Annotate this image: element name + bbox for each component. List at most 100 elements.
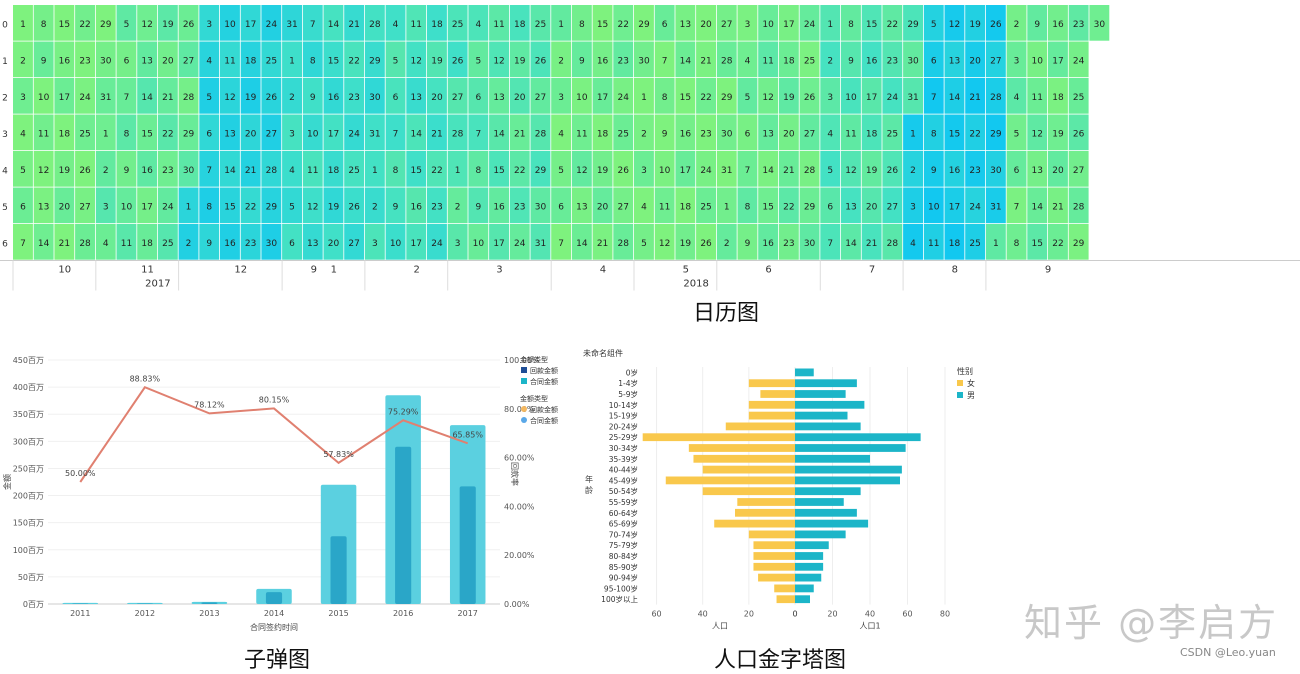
- calendar-day-label: 27: [887, 202, 898, 212]
- calendar-day-label: 15: [328, 56, 339, 66]
- calendar-day-label: 25: [79, 129, 90, 139]
- calendar-day-label: 22: [618, 20, 629, 30]
- calendar-cell: [282, 5, 302, 41]
- calendar-cell: [282, 224, 302, 260]
- calendar-cell: [157, 224, 178, 260]
- calendar-day-label: 17: [866, 93, 877, 103]
- calendar-day-label: 29: [183, 129, 195, 139]
- calendar-day-label: 17: [141, 202, 152, 212]
- calendar-cell: [696, 187, 716, 224]
- calendar-cell: [75, 187, 95, 224]
- calendar-cell: [116, 78, 137, 114]
- calendar-day-label: 25: [969, 239, 980, 249]
- calendar-cell: [282, 41, 302, 78]
- calendar-cell: [758, 151, 779, 187]
- calendar-cell: [240, 114, 261, 151]
- calendar-cell: [613, 151, 634, 187]
- calendar-cell: [696, 41, 716, 78]
- calendar-day-label: 12: [1032, 129, 1043, 139]
- calendar-cell: [240, 187, 261, 224]
- calendar-day-label: 11: [38, 129, 49, 139]
- bar-male: [795, 595, 810, 604]
- calendar-day-label: 1: [372, 166, 378, 176]
- calendar-day-label: 31: [990, 202, 1001, 212]
- calendar-day-label: 22: [162, 129, 173, 139]
- calendar-cell: [261, 5, 282, 41]
- bar-payment: [459, 486, 476, 604]
- calendar-day-label: 6: [206, 129, 212, 139]
- calendar-cell: [75, 78, 95, 114]
- calendar-cell: [551, 41, 572, 78]
- calendar-day-label: 14: [493, 129, 505, 139]
- calendar-day-label: 28: [887, 239, 899, 249]
- bar-female: [776, 595, 795, 604]
- calendar-cell: [861, 187, 882, 224]
- calendar-day-label: 16: [762, 239, 774, 249]
- calendar-day-label: 10: [121, 202, 133, 212]
- calendar-day-label: 24: [1073, 56, 1085, 66]
- calendar-day-label: 30: [369, 93, 381, 103]
- calendar-cell: [965, 114, 986, 151]
- calendar-day-label: 29: [804, 202, 816, 212]
- calendar-day-label: 29: [990, 129, 1002, 139]
- calendar-day-label: 15: [1032, 239, 1043, 249]
- calendar-cell: [261, 41, 282, 78]
- calendar-day-label: 7: [662, 56, 668, 66]
- calendar-cell: [861, 78, 882, 114]
- calendar-day-label: 22: [431, 166, 442, 176]
- calendar-caption: 日历图: [693, 301, 760, 326]
- calendar-day-label: 18: [680, 202, 692, 212]
- y-tick-label: 50百万: [18, 573, 44, 582]
- calendar-day-label: 18: [514, 20, 526, 30]
- calendar-cell: [199, 78, 220, 114]
- calendar-day-label: 24: [618, 93, 630, 103]
- calendar-day-label: 7: [931, 93, 937, 103]
- calendar-cell: [634, 41, 654, 78]
- calendar-cell: [530, 187, 551, 224]
- y-tick-label: 400百万: [13, 383, 44, 392]
- calendar-day-label: 24: [79, 93, 91, 103]
- calendar-cell: [1048, 224, 1068, 260]
- calendar-day-label: 15: [680, 93, 691, 103]
- calendar-day-label: 29: [638, 20, 650, 30]
- calendar-cell: [220, 41, 240, 78]
- calendar-day-label: 18: [328, 166, 340, 176]
- calendar-day-label: 16: [141, 166, 153, 176]
- calendar-day-label: 5: [206, 93, 212, 103]
- calendar-day-label: 22: [245, 202, 256, 212]
- calendar-cell: [799, 78, 820, 114]
- calendar-day-label: 17: [245, 20, 256, 30]
- calendar-cell: [13, 5, 33, 41]
- calendar-day-label: 9: [1034, 20, 1040, 30]
- calendar-day-label: 6: [745, 129, 751, 139]
- calendar-day-label: 27: [535, 93, 546, 103]
- calendar-day-label: 28: [990, 93, 1002, 103]
- calendar-cell: [696, 5, 716, 41]
- calendar-day-label: 17: [949, 202, 960, 212]
- calendar-cell: [592, 114, 613, 151]
- bar-male: [795, 541, 829, 550]
- calendar-cell: [199, 41, 220, 78]
- calendar-day-label: 4: [206, 56, 212, 66]
- calendar-day-label: 10: [659, 166, 671, 176]
- bar-female: [753, 541, 795, 550]
- calendar-cell: [344, 5, 365, 41]
- bar-female: [737, 498, 795, 506]
- calendar-day-label: 14: [845, 239, 857, 249]
- calendar-day-label: 13: [680, 20, 691, 30]
- age-label: 85-90岁: [609, 562, 638, 572]
- calendar-day-label: 18: [431, 20, 443, 30]
- y-tick-label: 250百万: [13, 464, 44, 473]
- calendar-day-label: 26: [535, 56, 547, 66]
- weekday-label: 5: [2, 203, 8, 213]
- calendar-cell: [737, 187, 758, 224]
- age-label: 70-74岁: [609, 529, 638, 539]
- x-right-title: 人口1: [859, 622, 880, 631]
- calendar-day-label: 28: [183, 93, 195, 103]
- calendar-day-label: 16: [493, 202, 505, 212]
- calendar-cell: [778, 5, 799, 41]
- calendar-day-label: 1: [455, 166, 461, 176]
- calendar-cell: [54, 78, 75, 114]
- calendar-heatmap: 0123456123456789101112131415161718192021…: [0, 5, 1300, 291]
- calendar-cell: [592, 151, 613, 187]
